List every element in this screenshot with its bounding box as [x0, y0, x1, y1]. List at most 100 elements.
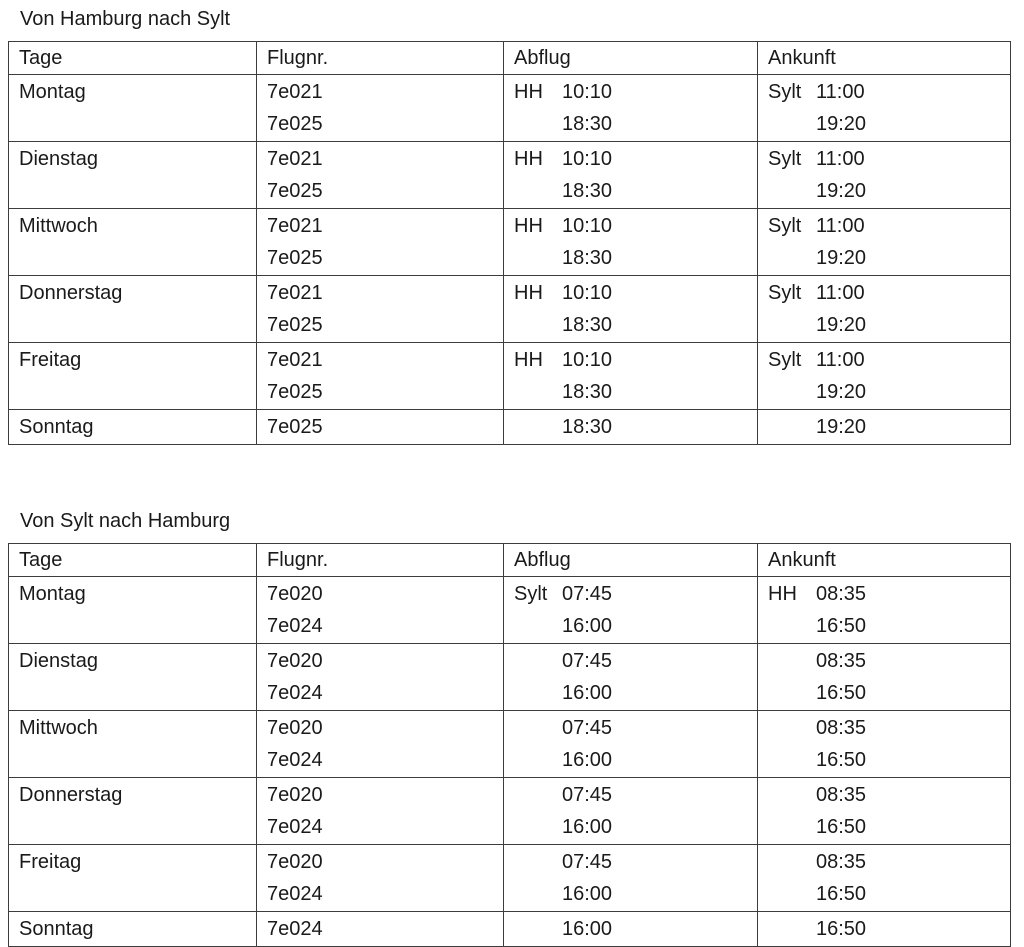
flight-number-cell: 7e020 7e024: [256, 710, 504, 778]
departure-time: 07:45: [562, 851, 613, 873]
departure-time: 07:45: [562, 784, 613, 806]
arrival-line: 19:20: [768, 411, 1008, 443]
flight-number: 7e025: [267, 381, 323, 403]
table-row: Donnerstag 7e021 7e025 HH 10:10 18:30 Sylt 11:0…: [8, 275, 1011, 343]
arrival-place: HH: [768, 583, 797, 605]
departure-time: 16:00: [562, 615, 613, 637]
departure-cell: 07:45 16:00: [503, 710, 758, 778]
departure-place: HH: [514, 148, 543, 170]
day-cell: Donnerstag: [8, 275, 257, 343]
departure-line: 18:30: [514, 108, 755, 140]
flight-number: 7e024: [267, 918, 323, 940]
arrival-line: 16:50: [768, 744, 1008, 776]
flight-number-cell: 7e021 7e025: [256, 208, 504, 276]
departure-line: HH 10:10: [514, 76, 755, 108]
table-row: Freitag 7e021 7e025 HH 10:10 18:30 Sylt 11:00 19…: [8, 342, 1011, 410]
departure-time: 18:30: [562, 113, 613, 135]
departure-line: 16:00: [514, 677, 755, 709]
day-cell: Montag: [8, 576, 257, 644]
day-cell: Sonntag: [8, 911, 257, 947]
departure-time: 07:45: [562, 650, 613, 672]
arrival-line: Sylt 11:00: [768, 344, 1008, 376]
arrival-line: 16:50: [768, 610, 1008, 642]
departure-line: Sylt 07:45: [514, 578, 755, 610]
table-title: Von Sylt nach Hamburg: [20, 510, 231, 532]
day-cell: Dienstag: [8, 141, 257, 209]
flight-number: 7e020: [267, 650, 323, 672]
day-cell: Montag: [8, 74, 257, 142]
departure-cell: 16:00: [503, 911, 758, 947]
departure-time: 18:30: [562, 314, 613, 336]
departure-cell: 07:45 16:00: [503, 643, 758, 711]
col-header-ankunft: Ankunft: [757, 41, 1011, 75]
col-header-abflug: Abflug: [503, 41, 758, 75]
departure-place: HH: [514, 81, 543, 103]
day-label: Donnerstag: [19, 784, 123, 806]
departure-time: 16:00: [562, 749, 613, 771]
arrival-place: Sylt: [768, 215, 802, 237]
day-label: Dienstag: [19, 650, 98, 672]
departure-line: 18:30: [514, 411, 755, 443]
departure-line: HH 10:10: [514, 277, 755, 309]
day-cell: Mittwoch: [8, 710, 257, 778]
timetable-sylt-to-hamburg: Tage Flugnr. Abflug Ankunft Montag 7e020 7…: [8, 543, 1011, 947]
day-cell: Freitag: [8, 342, 257, 410]
arrival-line: Sylt 11:00: [768, 210, 1008, 242]
departure-time: 16:00: [562, 883, 613, 905]
flight-number-cell: 7e020 7e024: [256, 643, 504, 711]
arrival-cell: 08:35 16:50: [757, 643, 1011, 711]
flight-number: 7e020: [267, 717, 323, 739]
departure-time: 10:10: [562, 215, 613, 237]
flight-number: 7e025: [267, 416, 323, 438]
flight-number-cell: 7e021 7e025: [256, 275, 504, 343]
arrival-cell: Sylt 11:00 19:20: [757, 141, 1011, 209]
arrival-place: Sylt: [768, 148, 802, 170]
arrival-time: 08:35: [816, 784, 867, 806]
day-label: Montag: [19, 81, 86, 103]
departure-cell: HH 10:10 18:30: [503, 208, 758, 276]
arrival-time: 16:50: [816, 682, 867, 704]
arrival-cell: HH 08:35 16:50: [757, 576, 1011, 644]
flight-number: 7e021: [267, 349, 323, 371]
departure-line: HH 10:10: [514, 210, 755, 242]
arrival-line: 19:20: [768, 242, 1008, 274]
table-row: Freitag 7e020 7e024 07:45 16:00 08:35 16:50: [8, 844, 1011, 912]
departure-line: 16:00: [514, 878, 755, 910]
arrival-line: 08:35: [768, 779, 1008, 811]
flight-number: 7e020: [267, 784, 323, 806]
departure-time: 10:10: [562, 282, 613, 304]
departure-cell: 07:45 16:00: [503, 844, 758, 912]
arrival-line: 16:50: [768, 677, 1008, 709]
arrival-time: 16:50: [816, 816, 867, 838]
arrival-time: 08:35: [816, 650, 867, 672]
day-cell: Freitag: [8, 844, 257, 912]
departure-cell: HH 10:10 18:30: [503, 74, 758, 142]
arrival-time: 11:00: [816, 215, 865, 237]
arrival-line: Sylt 11:00: [768, 143, 1008, 175]
arrival-line: 08:35: [768, 645, 1008, 677]
flight-number: 7e024: [267, 883, 323, 905]
header-row: Tage Flugnr. Abflug Ankunft: [8, 543, 1011, 577]
table-row: Montag 7e021 7e025 HH 10:10 18:30 Sylt 11:00 19:…: [8, 74, 1011, 142]
table-row: Donnerstag 7e020 7e024 07:45 16:00 08:35 16:50: [8, 777, 1011, 845]
col-header-tage: Tage: [8, 41, 257, 75]
departure-time: 10:10: [562, 81, 613, 103]
flight-number: 7e025: [267, 314, 323, 336]
departure-line: 18:30: [514, 175, 755, 207]
day-label: Sonntag: [19, 416, 94, 438]
arrival-time: 11:00: [816, 349, 865, 371]
table-row: Mittwoch 7e020 7e024 07:45 16:00 08:35 16:50: [8, 710, 1011, 778]
table-row: Sonntag 7e025 18:30 19:20: [8, 409, 1011, 445]
flight-number-cell: 7e025: [256, 409, 504, 445]
day-label: Freitag: [19, 349, 82, 371]
departure-line: 16:00: [514, 610, 755, 642]
arrival-cell: Sylt 11:00 19:20: [757, 208, 1011, 276]
flight-number: 7e020: [267, 851, 323, 873]
arrival-time: 19:20: [816, 416, 867, 438]
flight-number-cell: 7e021 7e025: [256, 342, 504, 410]
day-label: Sonntag: [19, 918, 94, 940]
arrival-line: 19:20: [768, 175, 1008, 207]
flight-number: 7e025: [267, 247, 323, 269]
arrival-time: 16:50: [816, 883, 867, 905]
